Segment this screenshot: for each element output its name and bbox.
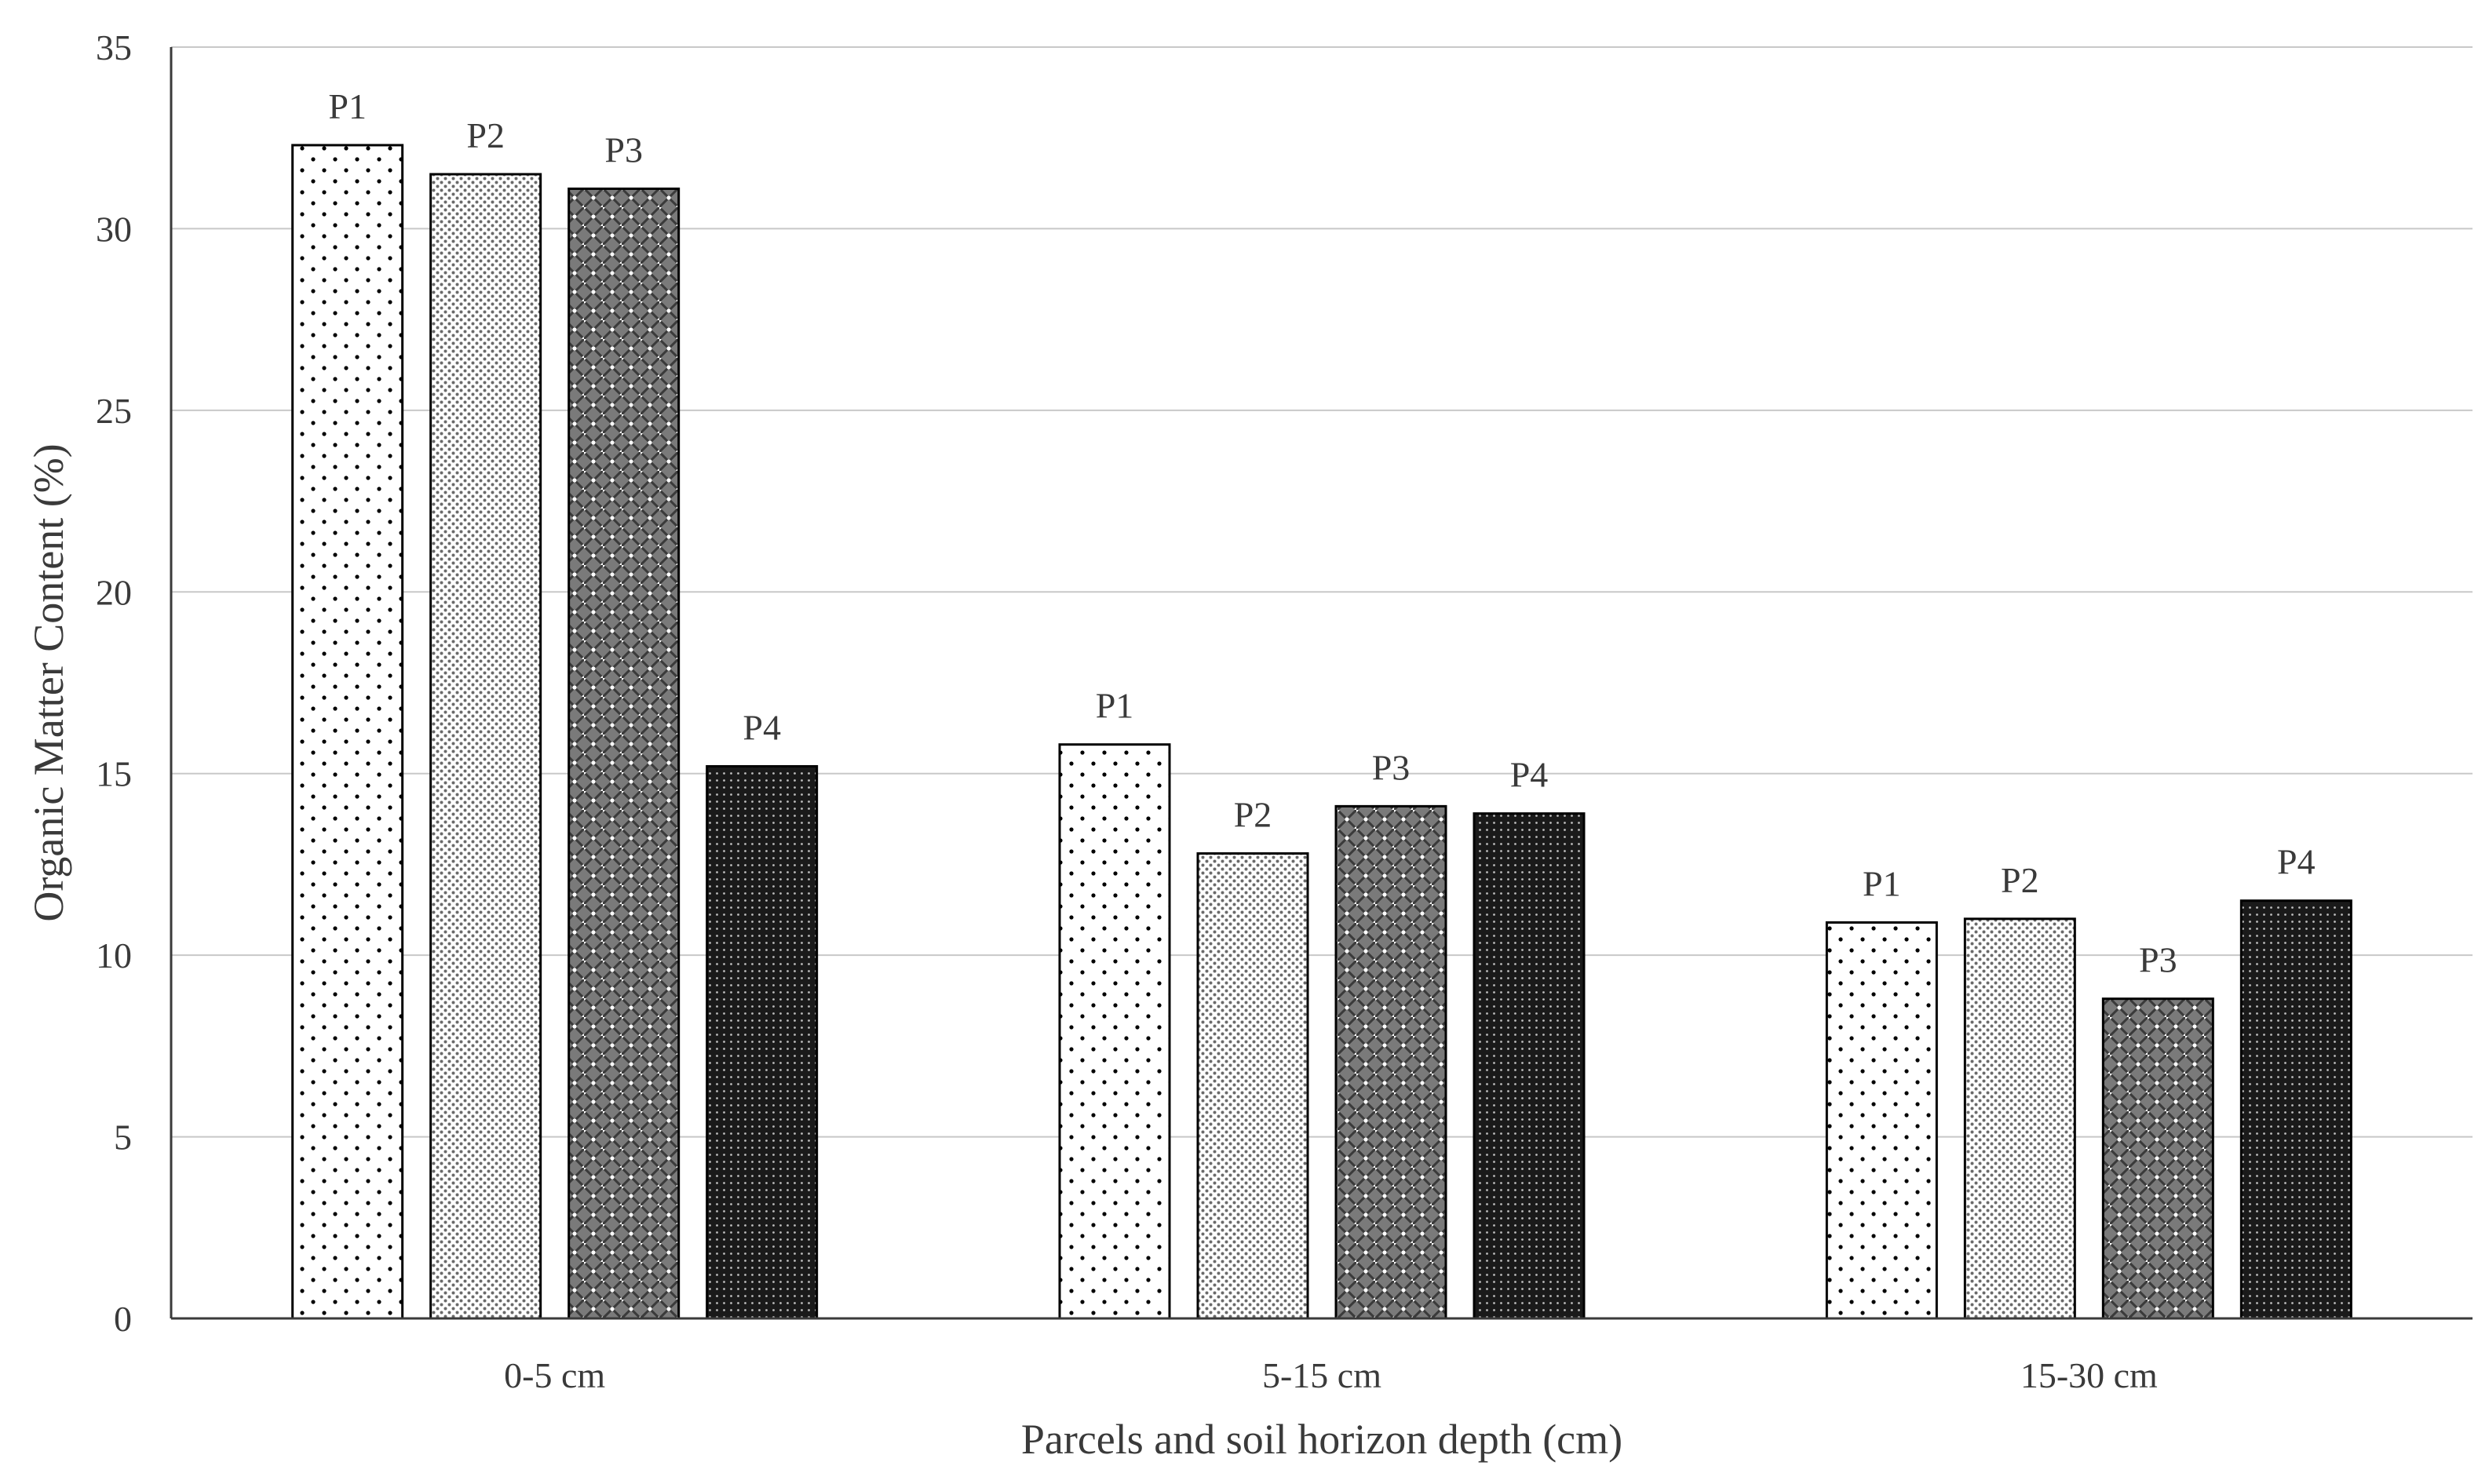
x-category-labels: 0-5 cm 5-15 cm 15-30 cm [504,1355,2158,1395]
x-category-label: 15-30 cm [2020,1355,2158,1395]
bars [291,144,2352,1320]
bar-label: P4 [1510,755,1549,795]
bar-p4-1 [706,764,819,1320]
bar-data-labels: P1 P2 P3 P4 P1 P2 P3 P4 P1 P2 P3 P4 [328,86,2315,980]
bar-label: P2 [1234,795,1272,835]
bar-label: P3 [604,130,643,170]
bar-p2-3 [1963,917,2076,1320]
bar-p4-2 [1473,812,1586,1320]
y-axis-title: Organic Matter Content (%) [25,443,72,921]
y-tick-label: 15 [96,754,132,794]
gridlines [171,46,2473,1138]
bar-label: P3 [2139,940,2177,980]
bar-label: P1 [1096,686,1134,726]
bar-p3-3 [2101,997,2214,1320]
bar-p3-1 [568,188,681,1320]
bar-label: P4 [743,707,781,747]
bar-p1-1 [291,144,404,1320]
bar-p2-1 [429,173,542,1320]
y-tick-label: 25 [96,391,132,431]
bar-label: P3 [1372,747,1411,787]
bar-p3-2 [1334,804,1447,1320]
bar-label: P1 [328,86,367,126]
axes [170,47,2473,1320]
y-tick-label: 35 [96,27,132,67]
bar-p4-3 [2239,899,2352,1320]
bar-label: P4 [2277,842,2316,882]
bar-p2-2 [1196,852,1309,1320]
y-tick-label: 30 [96,209,132,249]
bar-p1-3 [1825,921,1938,1320]
bar-label: P1 [1863,863,1901,903]
y-tick-label: 20 [96,572,132,612]
y-tick-label: 10 [96,935,132,975]
x-category-label: 0-5 cm [504,1355,605,1395]
bar-p1-2 [1058,743,1171,1320]
y-tick-label: 0 [114,1299,132,1339]
x-category-label: 5-15 cm [1262,1355,1381,1395]
y-tick-label: 5 [114,1118,132,1158]
y-tick-labels: 0 5 10 15 20 25 30 35 [96,27,132,1339]
x-axis-title: Parcels and soil horizon depth (cm) [1021,1416,1622,1463]
bar-label: P2 [2001,860,2039,900]
bar-label: P2 [466,115,505,155]
